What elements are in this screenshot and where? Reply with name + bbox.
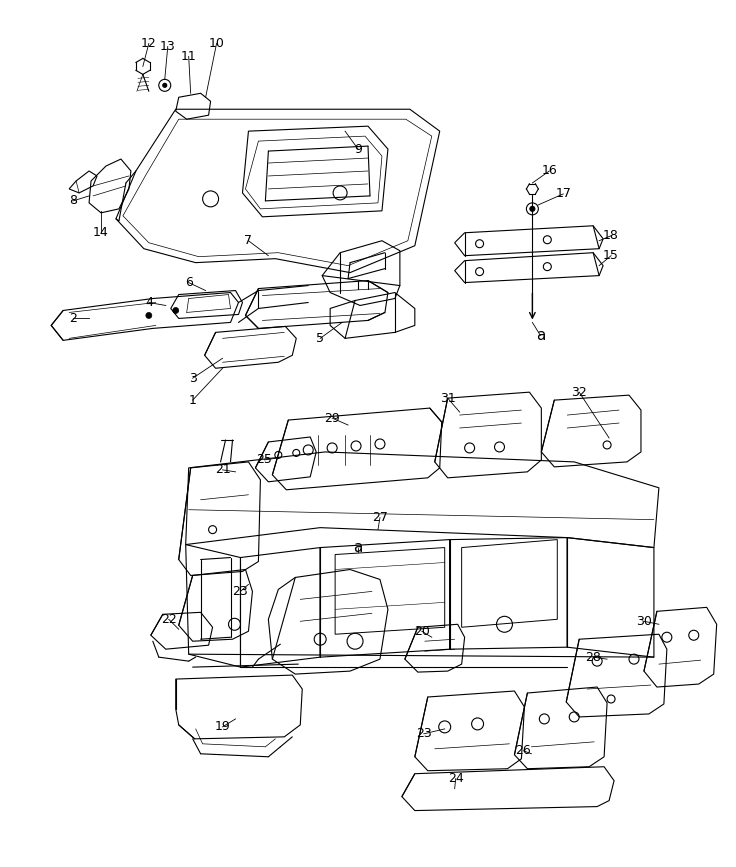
Text: 27: 27 — [372, 512, 388, 525]
Circle shape — [530, 206, 535, 212]
Text: 18: 18 — [603, 229, 619, 242]
Text: 29: 29 — [325, 412, 340, 425]
Text: 23: 23 — [233, 585, 248, 598]
Text: 8: 8 — [69, 194, 77, 207]
Text: 13: 13 — [160, 40, 176, 53]
Circle shape — [163, 83, 167, 88]
Text: 5: 5 — [316, 332, 324, 345]
Text: 16: 16 — [542, 165, 557, 178]
Text: 28: 28 — [585, 650, 601, 663]
Text: 6: 6 — [185, 276, 193, 289]
Text: 26: 26 — [515, 744, 531, 757]
Circle shape — [173, 308, 179, 314]
Text: 32: 32 — [571, 386, 587, 399]
Text: 31: 31 — [440, 392, 456, 405]
Text: 17: 17 — [556, 187, 571, 200]
Circle shape — [146, 312, 152, 318]
Text: 4: 4 — [145, 296, 153, 309]
Text: 15: 15 — [603, 249, 619, 262]
Text: a: a — [536, 328, 545, 342]
Text: 2: 2 — [69, 312, 77, 325]
Text: 7: 7 — [244, 234, 252, 247]
Text: 3: 3 — [188, 372, 197, 385]
Text: 30: 30 — [636, 615, 652, 628]
Text: 22: 22 — [161, 613, 177, 626]
Text: 20: 20 — [414, 625, 430, 638]
Text: 24: 24 — [447, 772, 464, 786]
Text: 25: 25 — [256, 453, 272, 466]
Text: 9: 9 — [354, 142, 362, 155]
Text: 21: 21 — [215, 463, 230, 476]
Text: a: a — [353, 540, 363, 555]
Text: 19: 19 — [215, 720, 230, 733]
Text: 14: 14 — [93, 226, 109, 239]
Text: 12: 12 — [141, 37, 157, 50]
Text: 10: 10 — [208, 37, 224, 50]
Text: 23: 23 — [416, 727, 431, 740]
Text: 11: 11 — [181, 50, 197, 63]
Text: 1: 1 — [188, 394, 197, 407]
